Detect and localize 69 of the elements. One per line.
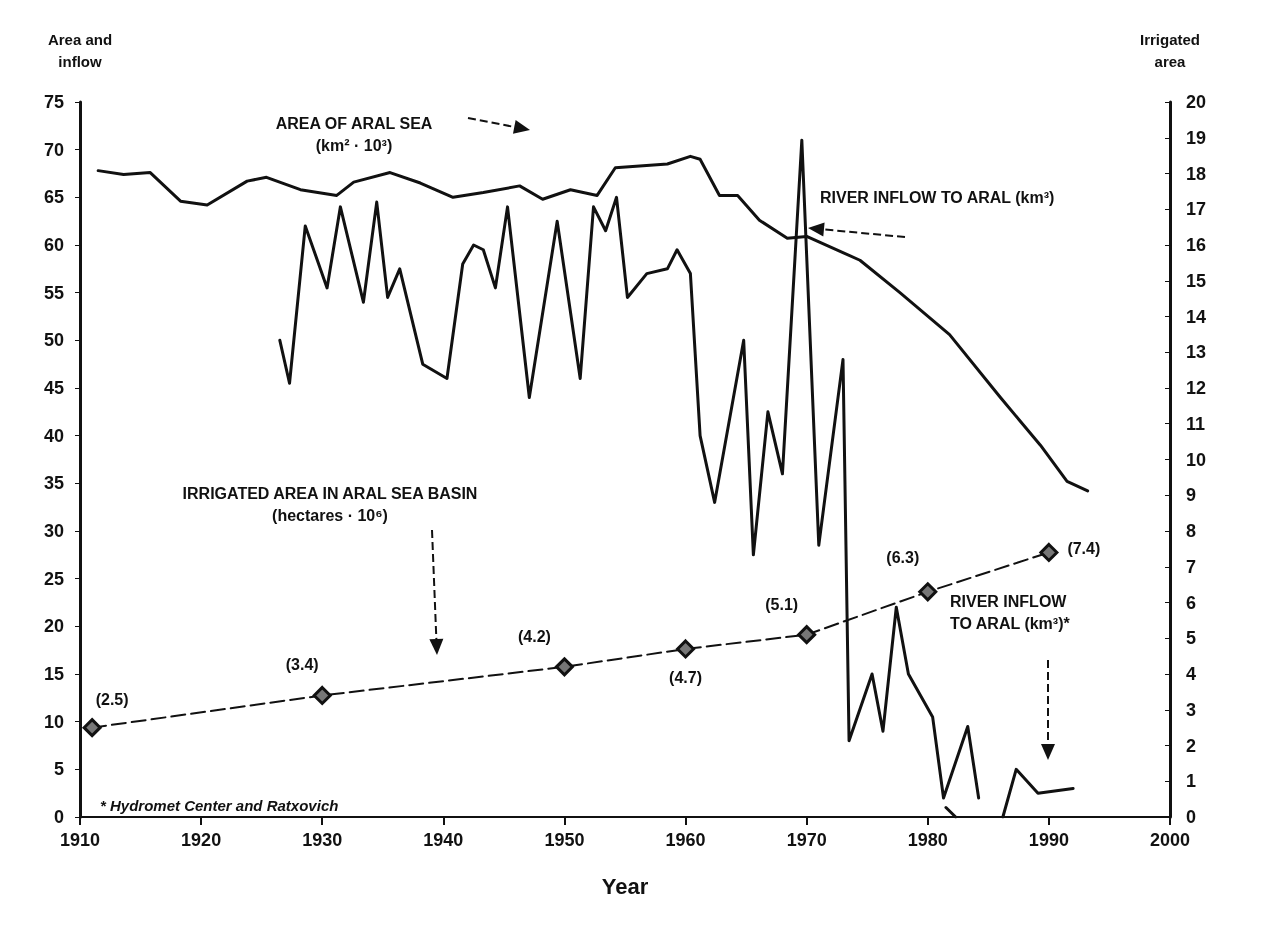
y2-tick-label: 6 xyxy=(1186,592,1197,613)
data-label: (2.5) xyxy=(95,690,129,708)
y2-tick-label: 19 xyxy=(1186,127,1207,148)
y2-tick-label: 13 xyxy=(1186,342,1207,363)
x-axis-title: Year xyxy=(601,873,649,899)
x-tick-label: 1920 xyxy=(181,830,222,850)
y-tick-label: 30 xyxy=(43,521,64,541)
y2-tick-label: 4 xyxy=(1186,664,1197,684)
x-tick-label: 1990 xyxy=(1028,830,1069,850)
x-tick-label: 1970 xyxy=(786,830,827,850)
y-tick-label: 75 xyxy=(43,92,64,112)
x-tick-label: 1950 xyxy=(544,830,585,850)
x-tick-label: 1940 xyxy=(423,830,464,850)
y2-tick-label: 0 xyxy=(1186,807,1197,827)
y2-tick-label: 5 xyxy=(1186,628,1197,649)
data-label: (6.3) xyxy=(886,548,920,566)
y2-tick-label: 14 xyxy=(1186,306,1207,327)
y2-tick-label: 9 xyxy=(1186,485,1197,506)
annotation: RIVER INFLOW TO ARAL (km³) xyxy=(820,188,1055,206)
y-tick-label: 50 xyxy=(43,330,64,351)
x-tick-label: 1960 xyxy=(665,830,706,850)
y-tick-label: 45 xyxy=(43,378,64,398)
data-label: (4.2) xyxy=(517,627,551,645)
y2-tick-label: 12 xyxy=(1186,378,1207,398)
y-tick-label: 40 xyxy=(43,425,64,446)
point xyxy=(82,718,102,738)
annotation: RIVER INFLOW TO ARAL (km³)* xyxy=(950,592,1071,632)
y-tick-label: 35 xyxy=(43,473,64,494)
data-label: (3.4) xyxy=(285,656,319,674)
y2-tick-label: 18 xyxy=(1186,163,1207,184)
point xyxy=(918,582,938,602)
point xyxy=(676,639,696,659)
data-label: (5.1) xyxy=(765,595,799,613)
y2-tick-label: 10 xyxy=(1186,449,1207,470)
x-tick-label: 1930 xyxy=(302,830,343,850)
point xyxy=(797,625,817,645)
point xyxy=(554,657,574,677)
annotation: AREA OF ARAL SEA (km² · 10³) xyxy=(275,114,433,154)
x-tick-label: 1980 xyxy=(907,830,948,850)
annotation: * Hydromet Center and Ratxovich xyxy=(100,796,339,814)
data-label: (4.7) xyxy=(669,668,703,686)
y2-tick-label: 1 xyxy=(1186,771,1197,792)
y2-tick-label: 11 xyxy=(1186,413,1206,434)
y2-tick-label: 8 xyxy=(1186,521,1197,541)
y-tick-label: 15 xyxy=(43,664,64,684)
annotation: IRRIGATED AREA IN ARAL SEA BASIN (hectares · 10⁶) xyxy=(182,484,478,524)
y2-tick-label: 7 xyxy=(1186,556,1197,577)
data-label: (7.4) xyxy=(1067,539,1101,557)
y-tick-label: 70 xyxy=(43,139,64,160)
y2-tick-label: 20 xyxy=(1186,92,1207,112)
y-tick-label: 0 xyxy=(53,807,64,827)
y2-tick-label: 16 xyxy=(1186,235,1207,255)
y-axis-title: Area and inflow xyxy=(47,30,113,70)
y2-tick-label: 3 xyxy=(1186,699,1197,720)
point xyxy=(312,685,332,705)
point xyxy=(1039,542,1059,562)
y-tick-label: 10 xyxy=(43,711,64,732)
y-tick-label: 20 xyxy=(43,616,64,637)
y-tick-label: 5 xyxy=(53,759,64,780)
y2-tick-label: 17 xyxy=(1186,199,1207,220)
y-tick-label: 60 xyxy=(43,235,64,255)
y-tick-label: 65 xyxy=(43,187,64,208)
y2-axis-title: Irrigated area xyxy=(1139,30,1201,70)
x-tick-label: 2000 xyxy=(1149,830,1191,850)
y-tick-label: 55 xyxy=(43,282,64,303)
y2-tick-label: 15 xyxy=(1186,270,1207,291)
y2-tick-label: 2 xyxy=(1186,735,1197,756)
x-tick-label: 1910 xyxy=(59,830,101,850)
y-tick-label: 25 xyxy=(43,568,64,589)
